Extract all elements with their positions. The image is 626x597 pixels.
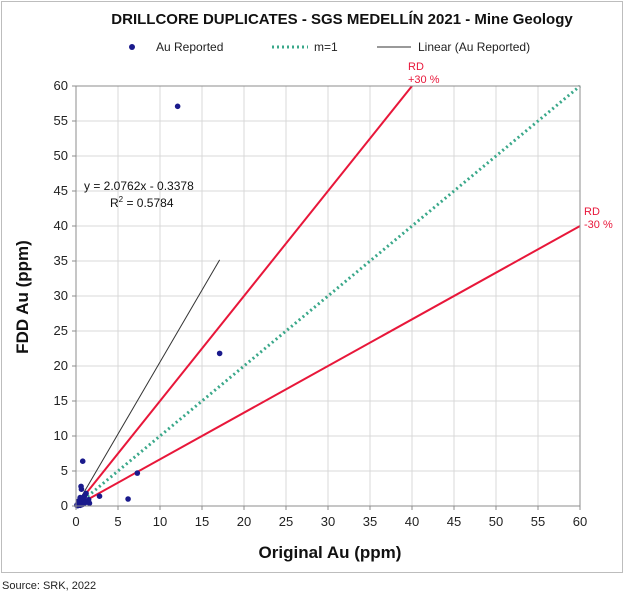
y-tick-label: 35 <box>54 253 68 268</box>
legend-label-linear: Linear (Au Reported) <box>418 40 530 54</box>
x-tick-label: 60 <box>573 514 587 529</box>
reference-lines <box>75 84 581 508</box>
y-tick-label: 55 <box>54 113 68 128</box>
rd-minus-label-line2: -30 % <box>584 219 613 231</box>
data-point <box>125 496 131 502</box>
data-point <box>134 470 141 476</box>
x-tick-label: 40 <box>405 514 419 529</box>
data-points <box>74 103 223 509</box>
y-tick-label: 15 <box>54 393 68 408</box>
r-squared-superscript: 2 <box>119 195 124 204</box>
data-point <box>77 494 83 501</box>
y-tick-label: 30 <box>54 288 68 303</box>
data-point <box>79 458 86 465</box>
legend-marker-au-reported <box>129 44 135 50</box>
y-tick-label: 0 <box>61 498 68 513</box>
y-tick-label: 50 <box>54 148 68 163</box>
equation-text: y = 2.0762x - 0.3378 <box>84 179 194 193</box>
data-point <box>216 350 223 357</box>
axes <box>72 85 581 510</box>
y-tick-label: 20 <box>54 358 68 373</box>
x-tick-label: 25 <box>279 514 293 529</box>
data-point <box>78 486 85 493</box>
x-tick-label: 15 <box>195 514 209 529</box>
y-tick-label: 5 <box>61 463 68 478</box>
x-tick-label: 30 <box>321 514 335 529</box>
r-squared-text: R2 = 0.5784 <box>110 195 174 210</box>
legend-label-au-reported: Au Reported <box>156 40 223 54</box>
r-squared-value: = 0.5784 <box>123 196 174 210</box>
x-tick-label: 45 <box>447 514 461 529</box>
y-tick-label: 25 <box>54 323 68 338</box>
x-tick-label: 10 <box>153 514 167 529</box>
data-point <box>96 493 103 500</box>
y-axis-label: FDD Au (ppm) <box>13 240 32 354</box>
reference-line-rd-30- <box>75 225 581 507</box>
legend-label-m1: m=1 <box>314 40 338 54</box>
rd-plus-label-line1: RD <box>408 61 424 73</box>
chart-frame: DRILLCORE DUPLICATES - SGS MEDELLÍN 2021… <box>1 1 623 573</box>
linear-trendline <box>75 259 221 507</box>
reference-line-m-1 <box>75 84 581 508</box>
x-tick-label: 5 <box>114 514 121 529</box>
data-point <box>83 490 89 497</box>
tick-labels: 0 5 10 15 20 25 30 35 40 45 50 55 60 0 5 10 15 20 25 30 35 40… <box>54 78 588 529</box>
reference-line-rd-30- <box>75 85 413 507</box>
rd-minus-label-line1: RD <box>584 206 600 218</box>
x-tick-label: 20 <box>237 514 251 529</box>
x-tick-label: 35 <box>363 514 377 529</box>
rd-plus-label-line2: +30 % <box>408 74 440 86</box>
trendline-equation: y = 2.0762x - 0.3378 R2 = 0.5784 <box>84 179 194 210</box>
x-tick-label: 55 <box>531 514 545 529</box>
y-tick-label: 60 <box>54 78 68 93</box>
data-point <box>86 500 93 507</box>
source-note: Source: SRK, 2022 <box>2 580 97 592</box>
y-tick-label: 10 <box>54 428 68 443</box>
r-squared-prefix: R <box>110 196 119 210</box>
chart-title: DRILLCORE DUPLICATES - SGS MEDELLÍN 2021… <box>111 11 573 28</box>
data-point <box>174 103 181 110</box>
y-tick-label: 40 <box>54 218 68 233</box>
y-tick-label: 45 <box>54 183 68 198</box>
x-axis-label: Original Au (ppm) <box>259 543 402 562</box>
rd-labels: RD +30 % RD -30 % <box>408 61 613 231</box>
x-tick-label: 0 <box>72 514 79 529</box>
x-tick-label: 50 <box>489 514 503 529</box>
scatter-chart: DRILLCORE DUPLICATES - SGS MEDELLÍN 2021… <box>13 11 613 562</box>
trendline-group <box>75 259 221 507</box>
legend: Au Reported m=1 Linear (Au Reported) <box>129 40 530 54</box>
